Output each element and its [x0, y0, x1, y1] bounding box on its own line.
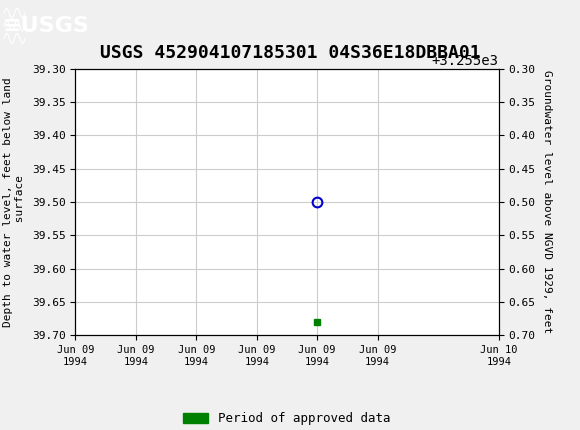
Text: ≡USGS: ≡USGS — [3, 16, 90, 36]
Legend: Period of approved data: Period of approved data — [179, 408, 396, 430]
Y-axis label: Groundwater level above NGVD 1929, feet: Groundwater level above NGVD 1929, feet — [542, 71, 552, 334]
Y-axis label: Depth to water level, feet below land
 surface: Depth to water level, feet below land su… — [3, 77, 25, 327]
Text: USGS 452904107185301 04S36E18DBBA01: USGS 452904107185301 04S36E18DBBA01 — [100, 44, 480, 62]
